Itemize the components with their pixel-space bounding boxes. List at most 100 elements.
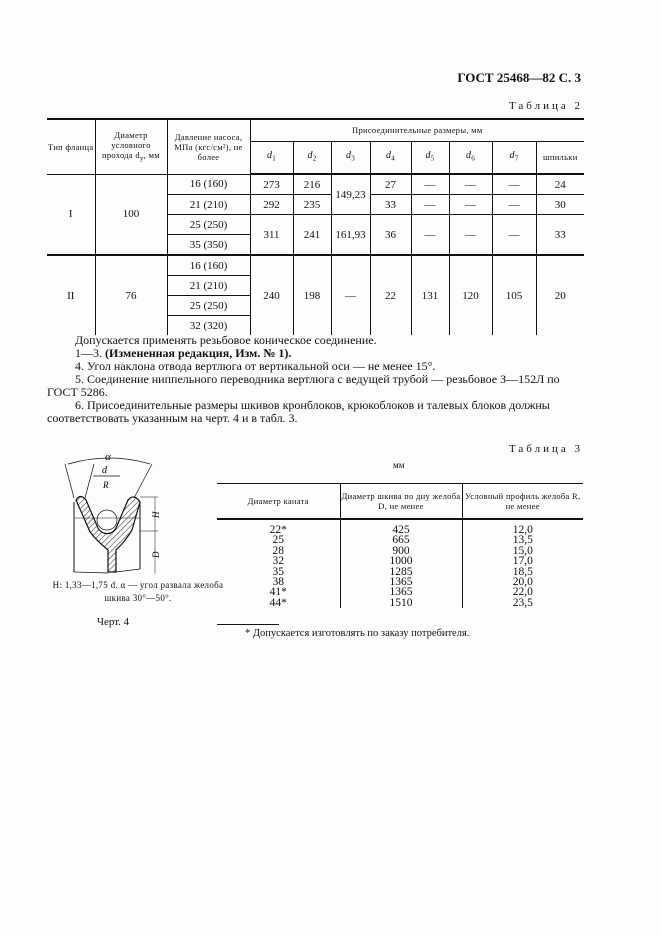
- cell: 44*: [269, 596, 287, 609]
- table-row: 32 1000 17,0: [217, 555, 583, 568]
- cell: 20,0: [461, 576, 583, 588]
- table-row: 25 (250) 311 241 161,93 36 — — — 33: [47, 214, 585, 256]
- header-type: Тип фланца: [47, 118, 96, 175]
- table2-caption: Таблица 2: [508, 100, 583, 112]
- cell: 27: [369, 173, 412, 195]
- cell: 120: [448, 254, 493, 335]
- table-row: 41* 1365 22,0: [217, 586, 583, 599]
- table-row: 22* 425 12,0: [217, 519, 583, 536]
- cell: 38: [272, 576, 285, 589]
- cell: 35: [272, 565, 285, 578]
- cell: 28: [272, 544, 285, 557]
- cell: 16 (160): [166, 173, 251, 195]
- cell: —: [491, 173, 537, 195]
- cell: 32: [272, 555, 285, 568]
- cell: 1365: [339, 576, 462, 588]
- table-row: 38 1365 20,0: [217, 576, 583, 589]
- header-pressure: Давление насоса, МПа (кгс/см²), не более: [166, 118, 251, 175]
- cell: 17,0: [461, 555, 583, 567]
- cell: 149,23: [330, 173, 371, 215]
- figure-title: Черт. 4: [96, 616, 130, 628]
- table-3: Диаметр каната Диаметр шкива по дну желоб…: [217, 483, 583, 609]
- cell: —: [330, 254, 371, 335]
- header-studs: шпильки: [535, 140, 585, 175]
- cell: 18,5: [461, 566, 583, 578]
- cell: 1285: [339, 566, 462, 578]
- cell: 21 (210): [166, 275, 251, 296]
- cell: 25 (250): [166, 214, 251, 235]
- cell: 35 (350): [166, 234, 251, 256]
- header-d7: d7: [491, 140, 537, 175]
- cell: —: [448, 173, 493, 195]
- cell: 131: [410, 254, 450, 335]
- cell: —: [491, 194, 537, 215]
- cell: 1365: [339, 586, 462, 598]
- cell: 22*: [269, 524, 287, 536]
- cell: 24: [535, 173, 585, 195]
- header-rope-diameter: Диаметр каната: [217, 483, 340, 520]
- table-row: 25 665 13,5: [217, 534, 583, 547]
- cell: 22,0: [461, 586, 583, 598]
- cell: —: [448, 194, 493, 215]
- table-row: 44* 1510 23,5: [217, 596, 583, 609]
- cell: —: [410, 194, 450, 215]
- cell: 25 (250): [166, 295, 251, 316]
- table-row: 35 1285 18,5: [217, 565, 583, 578]
- cell: 30: [535, 194, 585, 215]
- cell: 15,0: [461, 545, 583, 557]
- cell: 273: [249, 173, 294, 195]
- paragraph: Допускается применять резьбовое коническ…: [47, 333, 560, 425]
- cell: 41*: [269, 586, 287, 599]
- svg-text:H: H: [151, 511, 161, 519]
- svg-text:D: D: [151, 551, 161, 559]
- cell: —: [410, 173, 450, 195]
- sheave-groove-drawing: α d R H D: [64, 451, 161, 574]
- cell: 20: [535, 254, 585, 335]
- cell: 25: [272, 534, 285, 547]
- table-row: I 100 16 (160) 273 216 149,23 27 — — — 2…: [47, 173, 585, 256]
- table3-unit: мм: [393, 460, 405, 470]
- cell: 240: [249, 254, 294, 335]
- cell: 1510: [339, 597, 462, 609]
- cell: 161,93: [330, 214, 371, 256]
- cell: 36: [369, 214, 412, 256]
- svg-text:α: α: [105, 451, 111, 463]
- cell: —: [410, 214, 450, 256]
- cell: 13,5: [461, 534, 583, 546]
- header-d4: d4: [369, 140, 412, 175]
- cell: 76: [94, 254, 168, 335]
- svg-text:d: d: [102, 465, 108, 476]
- header-d2: d2: [292, 140, 332, 175]
- cell: 100: [94, 173, 168, 256]
- cell: 12,0: [461, 519, 583, 536]
- cell: 23,5: [461, 597, 583, 609]
- header-d3: d3: [330, 140, 371, 175]
- cell: 33: [535, 214, 585, 256]
- table-2: Тип фланца Диаметр условного прохода dу,…: [47, 118, 585, 335]
- cell: 105: [491, 254, 537, 335]
- cell: 216: [292, 173, 332, 195]
- table3-caption: Таблица 3: [508, 443, 583, 455]
- header-sheave-diameter: Диаметр шкива по дну желоба D, не менее: [339, 483, 462, 520]
- table-row: II 76 16 (160) 240 198 — 22 131 120 105 …: [47, 254, 585, 335]
- header-diameter: Диаметр условного прохода dу, мм: [94, 118, 168, 175]
- table-row: 21 (210) 292 235 33 — — — 30: [47, 194, 585, 215]
- cell: 1000: [339, 555, 462, 567]
- footnote: * Допускается изготовлять по заказу потр…: [245, 628, 470, 639]
- cell: 16 (160): [166, 254, 251, 276]
- svg-text:R: R: [102, 480, 109, 490]
- table-row: 35 (350): [47, 234, 584, 256]
- header-d6: d6: [448, 140, 493, 175]
- cell: 235: [292, 194, 332, 215]
- cell: 241: [292, 214, 332, 256]
- table-row: 28 900 15,0: [217, 544, 583, 557]
- cell: 292: [249, 194, 294, 215]
- cell: 425: [339, 519, 462, 536]
- cell: 33: [369, 194, 412, 215]
- page-header: ГОСТ 25468—82 С. 3: [457, 70, 581, 85]
- cell: 21 (210): [166, 194, 251, 215]
- header-d5: d5: [410, 140, 450, 175]
- cell: 900: [339, 545, 462, 557]
- figure-caption: H: 1,33—1,75 d. α — угол развала желоба …: [52, 580, 224, 603]
